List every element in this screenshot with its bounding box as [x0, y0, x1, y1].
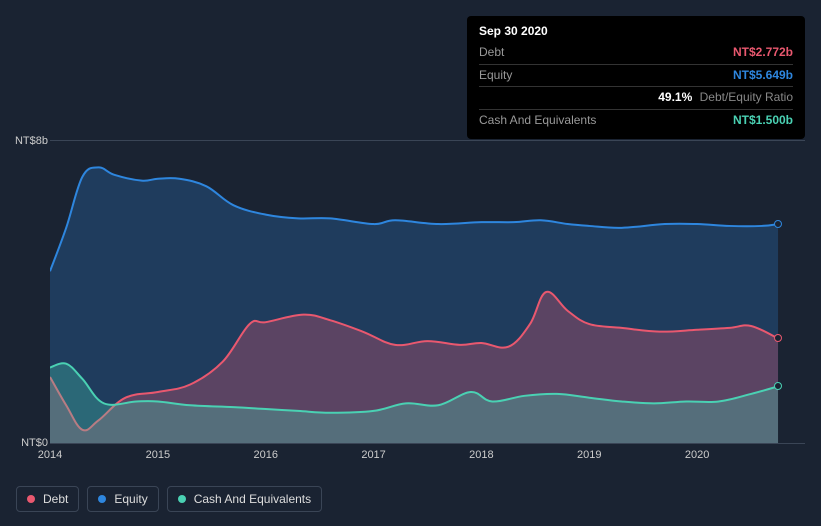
tooltip-row: Cash And Equivalents NT$1.500b [479, 109, 793, 132]
chart-tooltip: Sep 30 2020 Debt NT$2.772b Equity NT$5.649b… [467, 16, 805, 139]
tooltip-row-value: 49.1% Debt/Equity Ratio [658, 90, 793, 106]
legend: Debt Equity Cash And Equivalents [16, 486, 322, 512]
tooltip-row: Equity NT$5.649b [479, 64, 793, 87]
legend-item-equity[interactable]: Equity [87, 486, 158, 512]
tooltip-row: 49.1% Debt/Equity Ratio [479, 86, 793, 109]
tooltip-row-label: Debt [479, 45, 504, 61]
equity-end-marker [774, 220, 782, 228]
y-axis-label-max: NT$8b [15, 135, 48, 147]
legend-item-label: Debt [43, 492, 68, 506]
x-axis-tick: 2018 [469, 449, 493, 461]
tooltip-date: Sep 30 2020 [479, 24, 793, 38]
tooltip-row-value: NT$1.500b [733, 113, 793, 129]
debt-end-marker [774, 334, 782, 342]
tooltip-row-label: Equity [479, 68, 512, 84]
chart-area: NT$8b NT$0 2014 2015 2016 2017 2018 2019 2020 [16, 120, 805, 466]
tooltip-row: Debt NT$2.772b [479, 42, 793, 64]
legend-dot-icon [178, 495, 186, 503]
x-axis-tick: 2016 [253, 449, 277, 461]
tooltip-row-label: Cash And Equivalents [479, 113, 596, 129]
x-axis-tick: 2014 [38, 449, 62, 461]
x-axis-tick: 2017 [361, 449, 385, 461]
legend-dot-icon [27, 495, 35, 503]
x-axis-tick: 2020 [685, 449, 709, 461]
legend-item-label: Cash And Equivalents [194, 492, 311, 506]
legend-item-debt[interactable]: Debt [16, 486, 79, 512]
tooltip-row-value: NT$2.772b [733, 45, 793, 61]
legend-item-cash[interactable]: Cash And Equivalents [167, 486, 322, 512]
tooltip-row-value: NT$5.649b [733, 68, 793, 84]
x-axis-tick: 2019 [577, 449, 601, 461]
y-axis-label-min: NT$0 [21, 437, 48, 449]
x-axis-tick: 2015 [146, 449, 170, 461]
cash-end-marker [774, 382, 782, 390]
legend-dot-icon [98, 495, 106, 503]
plot-area[interactable]: NT$8b NT$0 2014201520162017201820192020 [50, 140, 805, 444]
legend-item-label: Equity [114, 492, 147, 506]
